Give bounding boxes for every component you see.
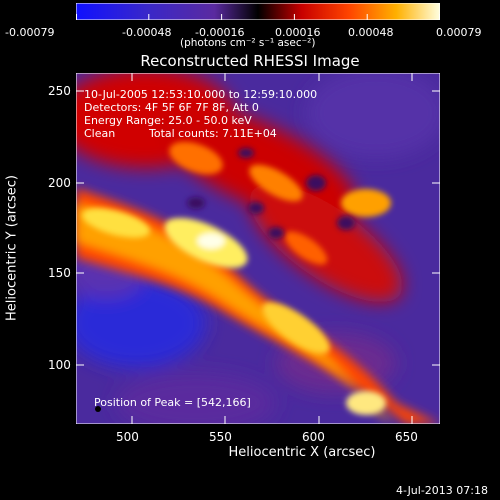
colorbar-units: (photons cm⁻² s⁻¹ asec⁻²) bbox=[180, 37, 316, 49]
x-axis-label: Heliocentric X (arcsec) bbox=[228, 445, 376, 460]
x-tick-label: 650 bbox=[395, 430, 418, 444]
y-tick-label: 150 bbox=[48, 266, 71, 280]
peak-position-label: Position of Peak = [542,166] bbox=[94, 396, 251, 409]
colorbar bbox=[76, 3, 440, 20]
colorbar-tick-label: 0.00079 bbox=[436, 26, 482, 39]
y-tick-label: 250 bbox=[48, 84, 71, 98]
x-tick-label: 500 bbox=[116, 430, 139, 444]
colorbar-tick-label: -0.00048 bbox=[122, 26, 172, 39]
colorbar-tick-label: -0.00016 bbox=[195, 26, 245, 39]
colorbar-tick-label: 0.00016 bbox=[275, 26, 321, 39]
x-tick-label: 600 bbox=[302, 430, 325, 444]
x-tick-label: 550 bbox=[209, 430, 232, 444]
colorbar-tick-label: -0.00079 bbox=[5, 26, 55, 39]
clean-label: Clean bbox=[84, 127, 116, 140]
footer-timestamp: 4-Jul-2013 07:18 bbox=[395, 484, 488, 497]
y-tick-label: 100 bbox=[48, 358, 71, 372]
y-tick-label: 200 bbox=[48, 176, 71, 190]
rhessi-image: 10-Jul-2005 12:53:10.000 to 12:59:10.000… bbox=[76, 73, 440, 424]
y-axis-label: Heliocentric Y (arcsec) bbox=[4, 175, 20, 321]
colorbar-tick-label: 0.00048 bbox=[348, 26, 394, 39]
heatmap bbox=[76, 73, 440, 424]
energy-range-label: Energy Range: 25.0 - 50.0 keV bbox=[84, 114, 252, 127]
detectors-label: Detectors: 4F 5F 6F 7F 8F, Att 0 bbox=[84, 101, 259, 114]
total-counts-label: Total counts: 7.11E+04 bbox=[149, 127, 277, 140]
time-range-label: 10-Jul-2005 12:53:10.000 to 12:59:10.000 bbox=[84, 88, 318, 101]
plot-title: Reconstructed RHESSI Image bbox=[140, 52, 360, 70]
